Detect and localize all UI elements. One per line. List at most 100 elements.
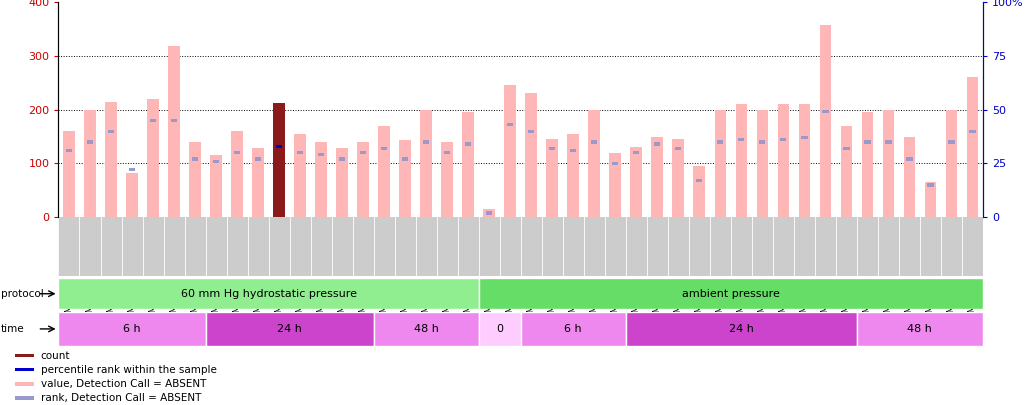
Bar xyxy=(210,156,222,217)
Bar xyxy=(928,183,934,187)
Bar xyxy=(507,123,513,126)
Bar xyxy=(189,142,201,217)
Text: protocol: protocol xyxy=(1,289,44,299)
Bar xyxy=(192,158,198,161)
Text: value, Detection Call = ABSENT: value, Detection Call = ABSENT xyxy=(41,379,206,389)
Bar xyxy=(857,311,983,346)
Bar xyxy=(357,142,369,217)
Bar xyxy=(528,130,535,133)
Text: rank, Detection Call = ABSENT: rank, Detection Call = ABSENT xyxy=(41,393,201,403)
Bar xyxy=(252,148,264,217)
Bar xyxy=(150,119,156,122)
Bar xyxy=(652,136,663,217)
Bar xyxy=(15,396,34,400)
Bar xyxy=(778,104,789,217)
Bar xyxy=(505,85,516,217)
Bar xyxy=(609,153,621,217)
Bar xyxy=(66,149,72,152)
Bar xyxy=(129,168,135,171)
Bar xyxy=(15,382,34,386)
Bar xyxy=(864,140,870,143)
Bar xyxy=(613,162,619,165)
Text: 24 h: 24 h xyxy=(728,324,754,334)
Bar xyxy=(904,136,915,217)
Bar xyxy=(479,311,521,346)
Bar xyxy=(924,182,936,217)
Bar xyxy=(402,158,408,161)
Bar xyxy=(736,104,747,217)
Bar xyxy=(465,143,471,146)
Bar xyxy=(672,139,684,217)
Text: 48 h: 48 h xyxy=(413,324,438,334)
Bar xyxy=(423,140,429,143)
Bar xyxy=(696,179,703,182)
Bar xyxy=(379,126,390,217)
Bar xyxy=(373,311,479,346)
Bar xyxy=(58,311,205,346)
Bar xyxy=(294,134,306,217)
Bar xyxy=(15,354,34,357)
Bar xyxy=(231,131,243,217)
Bar xyxy=(655,143,661,146)
Bar xyxy=(486,211,492,215)
Bar xyxy=(171,119,177,122)
Bar xyxy=(525,94,537,217)
Text: percentile rank within the sample: percentile rank within the sample xyxy=(41,364,216,375)
Text: ambient pressure: ambient pressure xyxy=(682,289,780,299)
Bar xyxy=(106,102,117,217)
Bar xyxy=(315,142,327,217)
Bar xyxy=(570,149,577,152)
Bar xyxy=(254,158,262,161)
Bar xyxy=(946,110,957,217)
Bar xyxy=(549,147,555,150)
Bar xyxy=(840,126,853,217)
Bar xyxy=(948,140,954,143)
Bar xyxy=(58,278,479,309)
Bar xyxy=(483,209,495,217)
Bar xyxy=(205,311,373,346)
Bar xyxy=(441,142,452,217)
Text: 6 h: 6 h xyxy=(564,324,582,334)
Bar xyxy=(318,153,324,156)
Bar xyxy=(360,151,366,154)
Bar xyxy=(630,147,642,217)
Bar xyxy=(84,110,95,217)
Bar xyxy=(694,166,705,217)
Bar xyxy=(675,147,681,150)
Bar xyxy=(273,102,285,217)
Bar xyxy=(126,173,137,217)
Bar xyxy=(756,110,768,217)
Bar xyxy=(906,158,912,161)
Bar xyxy=(589,110,600,217)
Bar xyxy=(801,136,807,139)
Bar xyxy=(168,46,180,217)
Bar xyxy=(276,145,282,148)
Bar xyxy=(521,311,626,346)
Bar xyxy=(820,25,831,217)
Bar xyxy=(381,147,387,150)
Bar xyxy=(970,130,976,133)
Bar xyxy=(463,112,474,217)
Bar xyxy=(567,134,579,217)
Bar xyxy=(780,138,787,141)
Bar xyxy=(547,139,558,217)
Bar xyxy=(399,140,411,217)
Bar xyxy=(64,131,75,217)
Text: count: count xyxy=(41,351,70,360)
Bar xyxy=(234,151,240,154)
Text: time: time xyxy=(1,324,25,334)
Bar xyxy=(591,140,597,143)
Bar xyxy=(421,110,432,217)
Text: 60 mm Hg hydrostatic pressure: 60 mm Hg hydrostatic pressure xyxy=(181,289,357,299)
Bar xyxy=(108,130,114,133)
Bar xyxy=(297,151,304,154)
Bar xyxy=(822,110,829,113)
Bar xyxy=(714,110,726,217)
Bar xyxy=(885,140,892,143)
Bar xyxy=(717,140,723,143)
Bar xyxy=(633,151,639,154)
Bar xyxy=(337,148,348,217)
Bar xyxy=(339,158,346,161)
Bar xyxy=(882,110,894,217)
Bar xyxy=(87,140,93,143)
